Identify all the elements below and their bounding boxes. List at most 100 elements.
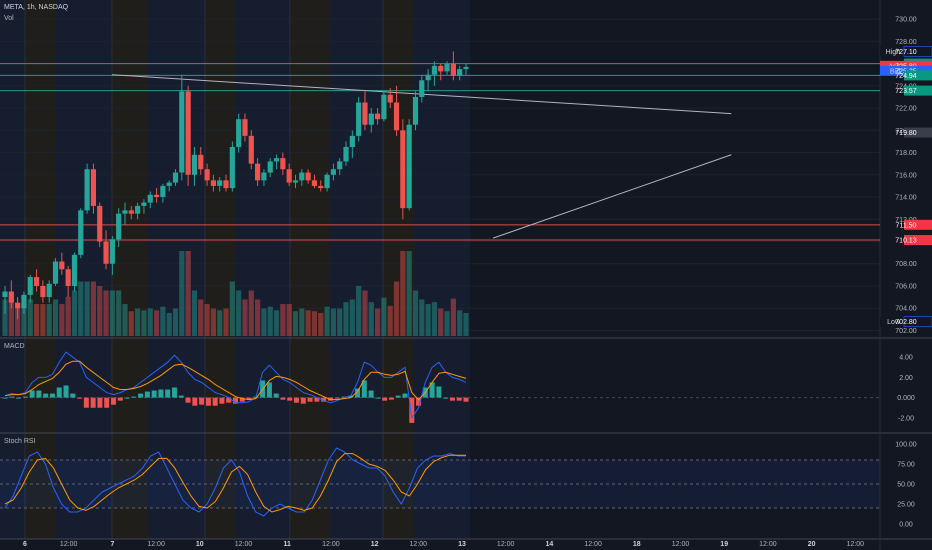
price-badge-bg [903,46,932,57]
volume-bar [381,297,387,336]
volume-label: Vol [4,15,14,22]
candle-body [135,205,141,214]
candle-body [362,102,368,125]
volume-bar [109,290,115,336]
candle-body [248,135,254,164]
candle-body [425,74,431,81]
volume-bar [33,304,40,336]
price-badge-value: 723.57 [895,88,917,95]
macd-histogram-bar [314,397,320,402]
macd-histogram-bar [144,391,150,398]
macd-histogram-bar [239,397,245,402]
volume-bar [362,290,368,336]
volume-bar [179,251,185,336]
volume-bar [261,308,267,336]
macd-histogram-bar [402,393,408,398]
volume-bar [393,281,400,336]
time-axis-label: 12:00 [322,541,340,548]
macd-pane-title[interactable]: MACD [4,343,25,350]
macd-histogram-bar [22,396,28,398]
macd-histogram-bar [199,397,205,405]
candle-body [27,277,33,295]
volume-bar [387,305,393,336]
macd-histogram-bar [443,397,449,399]
candle-body [356,102,362,136]
candle-body [381,94,387,120]
candle-body [65,269,71,286]
candle-body [46,283,52,298]
time-axis-label: 7 [110,541,114,548]
macd-histogram-bar [409,397,415,423]
macd-signal-line [4,360,467,401]
volume-bar [103,290,109,336]
candle-body [457,69,463,76]
volume-bar [204,304,210,336]
trendline [492,154,732,239]
macd-histogram-bar [361,380,367,398]
stoch-rsi-pane-title[interactable]: Stoch RSI [4,438,36,445]
time-axis-label: 20 [808,541,816,548]
macd-histogram-bar [212,397,218,406]
candle-body [273,158,280,162]
volume-bar [135,308,141,336]
candle-body [236,119,242,147]
symbol-title[interactable]: META, 1h, NASDAQ [4,4,69,11]
price-badge-value: 719.80 [895,130,917,137]
price-axis-tick: 722.00 [895,106,917,113]
price-badge-bg [903,316,932,327]
stoch-axis-tick: 75.00 [897,462,915,469]
session-band [290,0,330,539]
volume-bar [46,304,52,336]
volume-bar [286,304,292,336]
macd-histogram-bar [70,393,76,398]
volume-bar [292,311,299,336]
candle-body [166,182,172,186]
price-badge-bg [904,70,932,81]
volume-bar [166,313,172,336]
macd-histogram-bar [56,387,62,398]
macd-histogram-bar [449,397,455,401]
volume-bar [267,306,273,336]
candle-body [179,91,185,173]
macd-histogram-bar [388,397,394,400]
candle-body [204,169,210,181]
volume-bar [400,251,406,336]
candle-body [116,213,122,240]
macd-axis-tick: 0.000 [897,395,915,402]
price-axis-tick: 706.00 [895,283,917,290]
macd-histogram-bar [16,397,22,399]
volume-bar [97,286,103,336]
time-axis-label: 12 [371,541,379,548]
volume-bar [248,290,254,336]
volume-bar [356,286,362,336]
macd-histogram-bar [456,397,462,401]
candle-body [160,185,166,198]
volume-bar [90,281,97,336]
candle-body [431,65,438,75]
volume-bar [330,308,336,336]
candle-body [374,113,381,120]
macd-histogram-bar [165,389,171,398]
candle-body [318,185,324,189]
volume-bar [406,251,412,336]
volume-bar [412,290,419,336]
badge-label-bg [880,46,904,57]
macd-histogram-bar [246,397,252,400]
candle-body [109,239,115,264]
time-axis-label: 12:00 [410,541,428,548]
volume-bar [40,304,46,336]
session-band [235,0,290,539]
volume-bar [273,310,280,336]
macd-histogram-bar [83,397,89,408]
candle-body [305,172,311,181]
time-axis-label: 12:00 [60,541,78,548]
volume-bar [116,290,122,336]
volume-bar [71,290,78,336]
macd-histogram-bar [131,396,137,398]
macd-histogram-bar [124,397,130,399]
candle-body [311,180,318,186]
volume-bar [210,308,216,336]
candle-body [450,63,456,76]
volume-bar [185,251,191,336]
